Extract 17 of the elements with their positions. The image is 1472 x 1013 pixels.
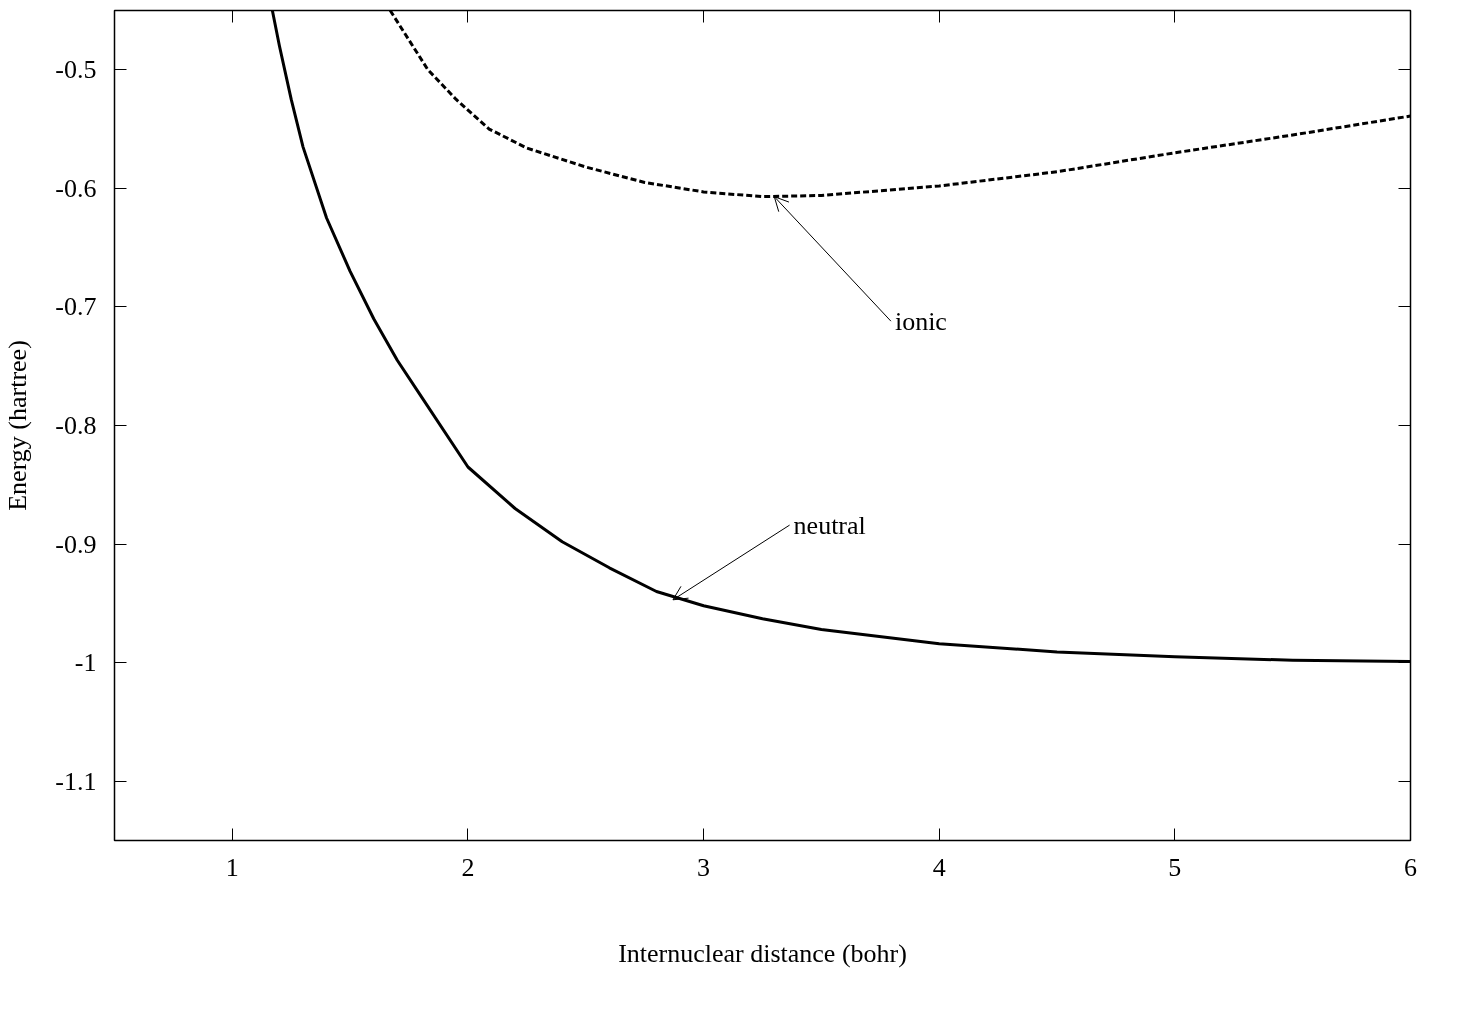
y-tick-label: -1 — [74, 648, 97, 678]
annotation: neutral — [793, 510, 866, 540]
x-tick-label: 4 — [932, 852, 946, 882]
y-tick-label: -0.8 — [55, 411, 97, 440]
annotation: ionic — [894, 306, 947, 336]
x-tick-label: 6 — [1404, 852, 1417, 882]
y-tick-label: -0.5 — [55, 55, 97, 85]
x-tick-label: 1 — [225, 852, 239, 882]
y-tick-label: -1.1 — [55, 766, 97, 796]
x-tick-label: 3 — [697, 852, 711, 882]
y-axis-title: Energy (hartree) — [3, 340, 33, 511]
x-axis-title: Internuclear distance (bohr) — [618, 938, 907, 968]
y-tick-label: -0.9 — [55, 529, 97, 559]
x-tick-label: 2 — [461, 852, 475, 882]
x-tick-label: 5 — [1168, 852, 1182, 882]
y-tick-label: -0.7 — [55, 292, 97, 322]
y-tick-label: -0.6 — [55, 173, 97, 203]
